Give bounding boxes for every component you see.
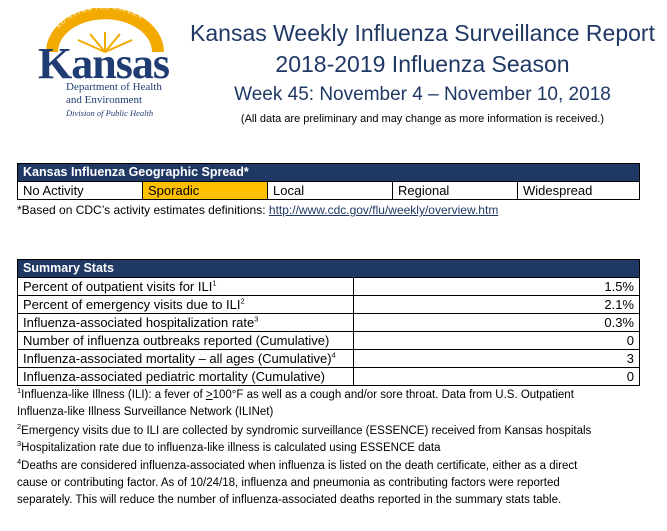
table-row: Influenza-associated mortality – all age…	[17, 349, 640, 368]
stat-value: 3	[353, 349, 640, 368]
table-row: Percent of outpatient visits for ILI1 1.…	[17, 277, 640, 296]
logo-env-line: and Environment	[66, 94, 143, 106]
stat-value: 0.3%	[353, 313, 640, 332]
level-no-activity: No Activity	[17, 181, 143, 200]
summary-stats-table: Summary Stats Percent of outpatient visi…	[17, 259, 640, 386]
level-regional: Regional	[392, 181, 518, 200]
geo-footnote-text: *Based on CDC’s activity estimates defin…	[17, 203, 269, 217]
table-row: Influenza-associated pediatric mortality…	[17, 367, 640, 386]
cdc-overview-link[interactable]: http://www.cdc.gov/flu/weekly/overview.h…	[268, 203, 499, 217]
level-sporadic: Sporadic	[142, 181, 268, 200]
logo-wordmark: Kansas	[38, 39, 170, 88]
stat-label: Percent of outpatient visits for ILI1	[17, 277, 354, 296]
logo-dept-line: Department of Health	[66, 81, 162, 93]
stat-label: Influenza-associated pediatric mortality…	[17, 367, 354, 386]
stat-value: 2.1%	[353, 295, 640, 314]
level-local: Local	[267, 181, 393, 200]
report-title-block: Kansas Weekly Influenza Surveillance Rep…	[178, 18, 667, 109]
report-title: Kansas Weekly Influenza Surveillance Rep…	[190, 20, 655, 46]
footnote-4: 4Deaths are considered influenza-associa…	[17, 457, 578, 506]
logo-division-line: Division of Public Health	[66, 108, 154, 118]
kdhe-logo: AD ASTRA PER ASPERA Kansas Department of…	[30, 8, 175, 118]
geographic-spread-table: Kansas Influenza Geographic Spread* No A…	[17, 163, 640, 200]
sunburst-icon: AD ASTRA PER ASPERA	[46, 8, 164, 53]
footnote-2: 2Emergency visits due to ILI are collect…	[17, 422, 592, 437]
geo-spread-footnote: *Based on CDC’s activity estimates defin…	[17, 203, 498, 217]
level-widespread: Widespread	[517, 181, 640, 200]
report-season: 2018-2019 Influenza Season	[275, 51, 570, 77]
summary-stats-title: Summary Stats	[17, 259, 640, 278]
table-row: Number of influenza outbreaks reported (…	[17, 331, 640, 350]
table-row: Influenza-associated hospitalization rat…	[17, 313, 640, 332]
table-row: Percent of emergency visits due to ILI2 …	[17, 295, 640, 314]
footnote-3: 3Hospitalization rate due to influenza-l…	[17, 439, 441, 454]
stat-label: Influenza-associated mortality – all age…	[17, 349, 354, 368]
preliminary-note: (All data are preliminary and may change…	[240, 113, 605, 125]
footnote-1: 1Influenza-like Illness (ILI): a fever o…	[17, 386, 574, 418]
stat-label: Influenza-associated hospitalization rat…	[17, 313, 354, 332]
stat-value: 0	[353, 331, 640, 350]
stat-value: 0	[353, 367, 640, 386]
report-week: Week 45: November 4 – November 10, 2018	[234, 84, 611, 105]
stat-label: Percent of emergency visits due to ILI2	[17, 295, 354, 314]
geo-spread-title: Kansas Influenza Geographic Spread*	[17, 163, 640, 182]
stat-label: Number of influenza outbreaks reported (…	[17, 331, 354, 350]
stat-value: 1.5%	[353, 277, 640, 296]
